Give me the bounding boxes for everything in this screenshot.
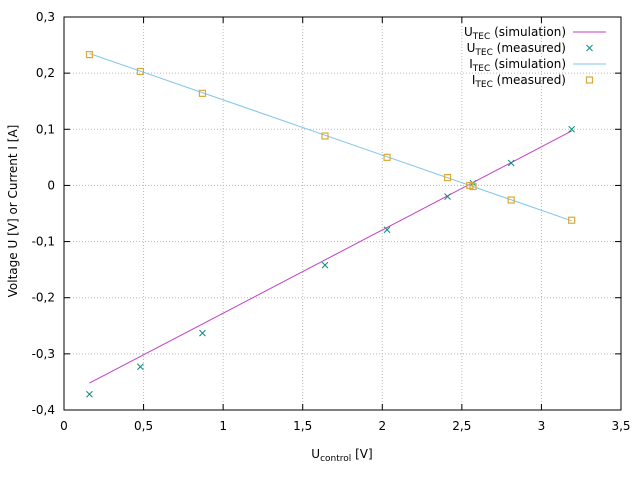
data-point [198, 89, 207, 97]
y-tick-label: -0,4 [32, 403, 55, 417]
y-tick-label: 0,2 [36, 66, 55, 80]
data-point [443, 173, 452, 182]
series-1 [86, 125, 576, 398]
data-point [136, 67, 144, 76]
legend: UTEC (simulation)UTEC (measured)ITEC (si… [464, 25, 606, 90]
data-point [568, 216, 576, 224]
legend-label: UTEC (simulation) [464, 25, 566, 42]
x-tick-label: 2 [378, 419, 386, 433]
data-point [321, 132, 329, 140]
data-point [383, 226, 391, 234]
data-point [568, 125, 576, 133]
data-point [507, 196, 515, 204]
data-point [86, 390, 93, 398]
x-axis-label: Ucontrol [V] [311, 447, 372, 464]
legend-sample [585, 76, 594, 84]
data-point [507, 159, 515, 167]
data-point [444, 193, 451, 201]
series-3 [85, 51, 576, 224]
x-tick-label: 3 [538, 419, 546, 433]
x-tick-label: 0 [60, 419, 68, 433]
y-tick-label: 0 [47, 178, 55, 192]
x-tick-label: 1,5 [293, 419, 312, 433]
plot-frame [63, 16, 622, 411]
series-0 [89, 130, 572, 384]
series-line [89, 53, 572, 222]
y-tick-label: 0,3 [36, 10, 55, 24]
legend-label: UTEC (measured) [467, 41, 566, 58]
data-point [321, 261, 329, 269]
axis-ticks: 0 0,5 1 1,5 2 2,5 3 3,5 -0,4 -0,3 -0,2 -0,1 0 0,1 0,2 0… [32, 10, 631, 433]
y-tick-label: -0,2 [32, 291, 55, 305]
legend-label: ITEC (simulation) [469, 57, 566, 74]
data-point [199, 329, 206, 337]
x-tick-label: 1 [219, 419, 227, 433]
y-tick-label: -0,1 [32, 235, 55, 249]
x-tick-label: 2,5 [452, 419, 471, 433]
data-point [469, 182, 477, 191]
legend-label: ITEC (measured) [472, 73, 566, 90]
y-axis-label: Voltage U [V] or Current I [A] [6, 125, 20, 298]
legend-sample [586, 44, 593, 52]
series-line [89, 130, 572, 384]
y-tick-label: -0,3 [32, 347, 55, 361]
data-point [137, 363, 144, 371]
x-tick-label: 0,5 [134, 419, 153, 433]
y-tick-label: 0,1 [36, 122, 55, 136]
data-point [85, 51, 94, 59]
grid [64, 17, 621, 410]
plot-series [85, 51, 576, 398]
data-point [383, 153, 391, 161]
series-2 [89, 53, 572, 222]
x-tick-label: 3,5 [611, 419, 630, 433]
